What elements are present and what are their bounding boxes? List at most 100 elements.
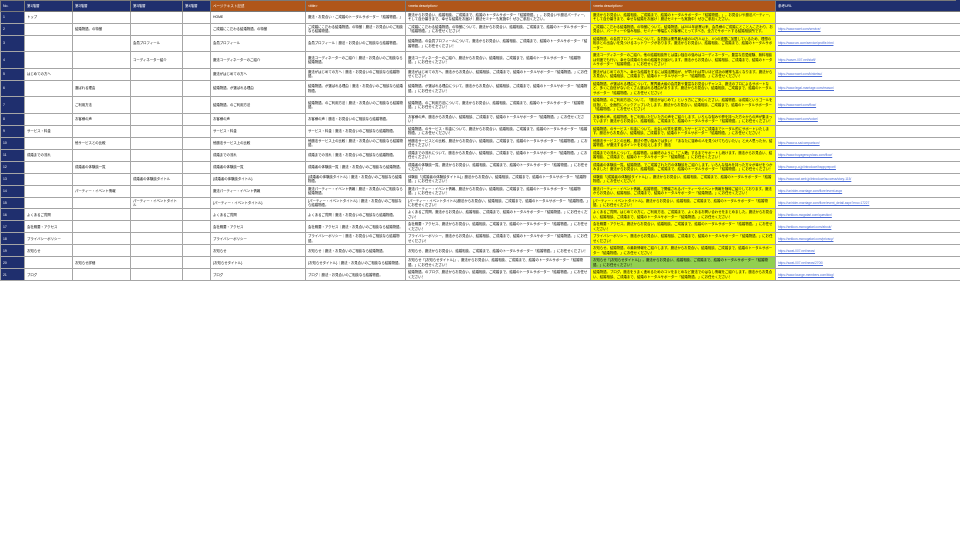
title-tag-cell[interactable]: {お知らせタイトル}｜魔法・お見合いのご相談なら結婚物語。: [305, 256, 406, 270]
reference-url-cell[interactable]: https://sekkon-monogatari.com/about/: [775, 220, 960, 234]
reference-url-link[interactable]: https://www.swet.com/voice/: [778, 116, 818, 121]
level4-cell[interactable]: [182, 67, 211, 81]
meta-description-1-cell[interactable]: 成婚者の体験談一覧、魔法からお見合い、結婚相談、ご成婚まで、結婚のトータルサポー…: [405, 160, 591, 174]
reference-url-cell[interactable]: https://www.swt.web.jp/introduce/success…: [775, 172, 960, 186]
reference-url-cell[interactable]: https://www.swet.com/voice/: [775, 112, 960, 126]
meta-description-2-cell[interactable]: よくあるご質問。はじめての方に、ご利用方法、ご成婚まで、よくあるお問い合わせをま…: [590, 208, 776, 222]
page-text-cell[interactable]: HOME: [210, 11, 306, 24]
page-text-cell[interactable]: 魔法パーティー・イベント情報: [210, 184, 306, 198]
reference-url-link[interactable]: https://www.swet.com/service/: [778, 27, 821, 32]
level3-cell[interactable]: [130, 256, 183, 270]
reference-url-link[interactable]: https://www.buyagencyclass.com/flow/: [778, 152, 833, 157]
level4-cell[interactable]: [182, 208, 211, 222]
page-text-cell[interactable]: 魔法がはじめての方へ: [210, 67, 306, 81]
level4-cell[interactable]: [182, 184, 211, 198]
page-text-cell[interactable]: 他魔法サービス上の比較: [210, 136, 306, 150]
title-tag-cell[interactable]: サービス・料金｜魔法・お見合いのご相談なら結婚物語。: [305, 124, 406, 138]
level4-cell[interactable]: [182, 196, 211, 210]
page-text-cell[interactable]: プライバシーポリシー: [210, 232, 306, 246]
meta-description-1-cell[interactable]: 魔法からお見合い、結婚相談、ご成婚まで、結婚のトータルサポーター「結婚物語。」。…: [405, 11, 591, 24]
meta-description-1-cell[interactable]: 魔法パーティー・イベント情報、魔法からお見合い、結婚相談、ご成婚まで、結婚のトー…: [405, 184, 591, 198]
meta-description-2-cell[interactable]: 魔法がはじめての方へ。幸せな結婚をするには婚活開始が、が早ければ早いほど成功の確…: [590, 67, 776, 81]
reference-url-cell[interactable]: https://waver-007.net/staff/: [775, 51, 960, 69]
reference-url-cell[interactable]: https://www.wc.com/service/profile.html: [775, 34, 960, 53]
level1-cell[interactable]: [24, 96, 73, 114]
reference-url-link[interactable]: https://www.p-a.jp/introduce/happyreport…: [778, 164, 836, 169]
meta-description-1-cell[interactable]: 結婚物語。のブログ、魔法からお見合い、結婚相談、ご成婚まで、結婚のトータルサポー…: [405, 268, 591, 282]
level3-cell[interactable]: [130, 184, 183, 198]
meta-description-2-cell[interactable]: お知らせ「{お知らせタイトル}」。魔法からお見合い、結婚相談、ご成婚まで、結婚の…: [590, 256, 776, 270]
meta-description-2-cell[interactable]: 成婚までの流れについて。結婚物語。は最終のように「ご入籍」するまでサポートし続け…: [590, 148, 776, 162]
title-tag-cell[interactable]: {成婚者の体験談タイトル}｜魔法・お見合いのご相談なら結婚物語。: [305, 172, 406, 186]
level2-cell[interactable]: ご利用方法: [72, 96, 131, 114]
meta-description-2-cell[interactable]: 魔法からお見合い、結婚相談、ご成婚まで、結婚のトータルサポーター「結婚物語。」。…: [590, 11, 776, 24]
page-text-cell[interactable]: {パーティー・イベントタイトル}: [210, 196, 306, 210]
level3-cell[interactable]: [130, 160, 183, 174]
reference-url-cell[interactable]: https://www.legal-marriage.com/reason/: [775, 79, 960, 98]
title-tag-cell[interactable]: 成婚者の体験談一覧｜魔法・お見合いのご相談なら結婚物語。: [305, 160, 406, 174]
level3-cell[interactable]: パーティー・イベントタイトル: [130, 196, 183, 210]
level1-cell[interactable]: サービス・料金: [24, 124, 73, 138]
level2-cell[interactable]: [72, 67, 131, 81]
title-tag-cell[interactable]: 会員プロフィール｜魔法・お見合いのご相談なら結婚物語。: [305, 34, 406, 53]
page-text-cell[interactable]: 会社概要・アクセス: [210, 220, 306, 234]
level2-cell[interactable]: [72, 34, 131, 53]
reference-url-cell[interactable]: https://sekkon-mogatari.com/question/: [775, 208, 960, 222]
level1-cell[interactable]: ブログ: [24, 268, 73, 282]
page-text-cell[interactable]: お客様の声: [210, 112, 306, 126]
title-tag-cell[interactable]: ブログ｜魔法・お見合いのご相談なら結婚物語。: [305, 268, 406, 282]
level3-cell[interactable]: [130, 208, 183, 222]
level3-cell[interactable]: 会員プロフィール: [130, 34, 183, 53]
title-tag-cell[interactable]: プライバシーポリシー｜魔法・お見合いのご相談なら結婚物語。: [305, 232, 406, 246]
level1-cell[interactable]: プライバシーポリシー: [24, 232, 73, 246]
level2-cell[interactable]: [72, 11, 131, 24]
level2-cell[interactable]: [72, 172, 131, 186]
meta-description-1-cell[interactable]: プライバシーポリシー、魔法からお見合い、結婚相談、ご成婚まで、結婚のトータルサポ…: [405, 232, 591, 246]
reference-url-link[interactable]: https://www.swt.web.jp/introduce/success…: [778, 176, 852, 181]
level2-cell[interactable]: [72, 268, 131, 282]
meta-description-2-cell[interactable]: 結婚物語。が選ばれる理由について。業界最大級の会員数や豊富なお見合いチャンス、魔…: [590, 79, 776, 98]
meta-description-1-cell[interactable]: 体験談「{成婚者の体験談タイトル}」魔法からお見合い、結婚相談、ご成婚まで、結婚…: [405, 172, 591, 186]
level3-cell[interactable]: [130, 136, 183, 150]
meta-description-2-cell[interactable]: 体験談「{成婚者の体験談タイトル}」。魔法からお見合い、結婚相談、ご成婚まで、結…: [590, 172, 776, 186]
level2-cell[interactable]: お知らせ詳細: [72, 256, 131, 270]
reference-url-link[interactable]: https://www.legal-marriage.com/reason/: [778, 86, 834, 91]
level3-cell[interactable]: [130, 11, 183, 24]
page-text-cell[interactable]: よくあるご質問: [210, 208, 306, 222]
page-text-cell[interactable]: サービス・料金: [210, 124, 306, 138]
page-text-cell[interactable]: {お知らせタイトル}: [210, 256, 306, 270]
page-text-cell[interactable]: 会員プロフィール: [210, 34, 306, 53]
level1-cell[interactable]: [24, 256, 73, 270]
column-header-level2[interactable]: 第2階層: [72, 0, 131, 12]
level2-cell[interactable]: [72, 208, 131, 222]
reference-url-cell[interactable]: https://www.swet.com/kinketsu/: [775, 67, 960, 81]
page-text-cell[interactable]: ブログ: [210, 268, 306, 282]
level4-cell[interactable]: [182, 256, 211, 270]
level2-cell[interactable]: [72, 232, 131, 246]
level3-cell[interactable]: [130, 79, 183, 98]
meta-description-1-cell[interactable]: 魔法がはじめての方へ、魔法からお見合い、結婚相談、ご成婚まで、結婚のトータルサポ…: [405, 67, 591, 81]
meta-description-2-cell[interactable]: 結婚物語。の会員プロフィールについて。会員数は業界最大級の14万人以上、4つの連…: [590, 34, 776, 53]
level4-cell[interactable]: [182, 220, 211, 234]
level1-cell[interactable]: [24, 136, 73, 150]
column-header-meta-description-2[interactable]: <meta description>: [590, 0, 776, 12]
reference-url-link[interactable]: https://sekkon-monogatari.com/privacy/: [778, 236, 834, 241]
level4-cell[interactable]: [182, 34, 211, 53]
column-header-no[interactable]: No.: [0, 0, 25, 12]
reference-url-cell[interactable]: https://www.swet.com/flow/: [775, 96, 960, 114]
title-tag-cell[interactable]: 魔法パーティー・イベント情報｜魔法・お見合いのご相談なら結婚物語。: [305, 184, 406, 198]
level3-cell[interactable]: [130, 232, 183, 246]
reference-url-cell[interactable]: https://swat-007.net/news/2700/: [775, 256, 960, 270]
column-header-title[interactable]: <title>: [305, 0, 406, 12]
reference-url-link[interactable]: https://waver-007.net/staff/: [778, 57, 816, 62]
meta-description-2-cell[interactable]: 魔法パーティー・イベント情報。結婚物語。で開催されるパーティーやイベント情報を随…: [590, 184, 776, 198]
level4-cell[interactable]: [182, 79, 211, 98]
reference-url-cell[interactable]: [775, 124, 960, 138]
title-tag-cell[interactable]: 他魔法サービス上の比較｜魔法・お見合いのご相談なら結婚物語。: [305, 136, 406, 150]
level4-cell[interactable]: [182, 96, 211, 114]
level1-cell[interactable]: [24, 172, 73, 186]
level2-cell[interactable]: 他サービスとの比較: [72, 136, 131, 150]
level4-cell[interactable]: [182, 136, 211, 150]
reference-url-link[interactable]: https://www.swet.com/flow/: [778, 102, 817, 107]
title-tag-cell[interactable]: {パーティー・イベントタイトル}｜魔法・お見合いのご相談なら結婚物語。: [305, 196, 406, 210]
